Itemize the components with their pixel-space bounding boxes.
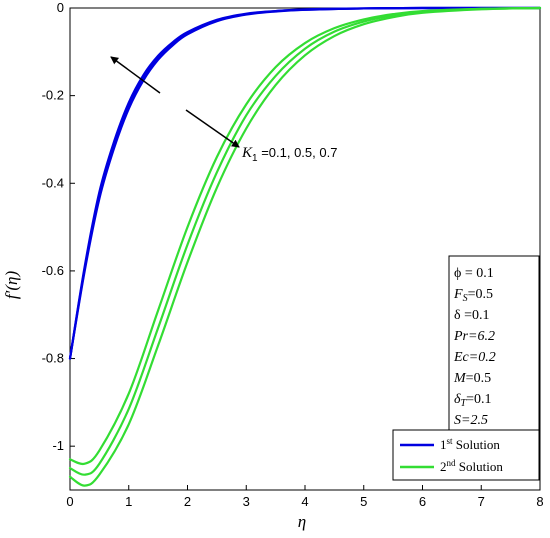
y-tick-label: 0: [57, 0, 64, 15]
y-axis: 0 -0.2 -0.4 -0.6 -0.8 -1: [42, 0, 75, 453]
series-line-2nd-k1-0-7: [68, 6, 542, 487]
x-tick-label: 7: [478, 494, 485, 509]
parameter-box: ϕ = 0.1 FS=0.5 δ =0.1 Pr=6.2 Ec=0.2 M=0.…: [448, 255, 540, 431]
legend-label-first: 1st Solution: [440, 436, 500, 452]
x-tick-label: 2: [184, 494, 191, 509]
x-tick-label: 8: [536, 494, 543, 509]
param-s: S=2.5: [454, 413, 488, 428]
y-tick-label: -1: [52, 438, 64, 453]
x-tick-label: 0: [66, 494, 73, 509]
annotation-label: K1 =0.1, 0.5, 0.7: [241, 145, 337, 164]
x-tick-label: 3: [243, 494, 250, 509]
legend-label-second: 2nd Solution: [440, 458, 503, 474]
param-fs: FS=0.5: [453, 287, 493, 304]
annotation-arrow-second-solution: [185, 109, 240, 148]
param-pr: Pr=6.2: [453, 329, 495, 344]
x-axis-label: η: [298, 512, 306, 531]
x-tick-label: 5: [360, 494, 367, 509]
x-tick-label: 1: [125, 494, 132, 509]
param-phi: ϕ = 0.1: [454, 266, 494, 281]
x-tick-label: 4: [301, 494, 308, 509]
legend: 1st Solution 2nd Solution: [392, 429, 540, 481]
series-line-2nd-k1-0-1: [68, 6, 542, 466]
y-tick-label: -0.8: [42, 351, 64, 366]
y-tick-label: -0.2: [42, 88, 64, 103]
y-tick-label: -0.6: [42, 263, 64, 278]
annotation-arrow-first-solution: [110, 56, 161, 94]
x-axis: 0 1 2 3 4 5 6 7 8: [66, 485, 544, 509]
series-line-1st-k1-0-7: [68, 6, 542, 360]
param-delta-t: δT=0.1: [454, 392, 491, 409]
series-layer: [68, 6, 542, 487]
param-ec: Ec=0.2: [453, 350, 496, 365]
y-axis-label: f′(η): [2, 271, 21, 300]
param-delta: δ =0.1: [454, 308, 490, 323]
x-tick-label: 6: [419, 494, 426, 509]
series-line-2nd-k1-0-5: [68, 6, 542, 476]
param-m: M=0.5: [453, 371, 491, 386]
y-tick-label: -0.4: [42, 175, 64, 190]
